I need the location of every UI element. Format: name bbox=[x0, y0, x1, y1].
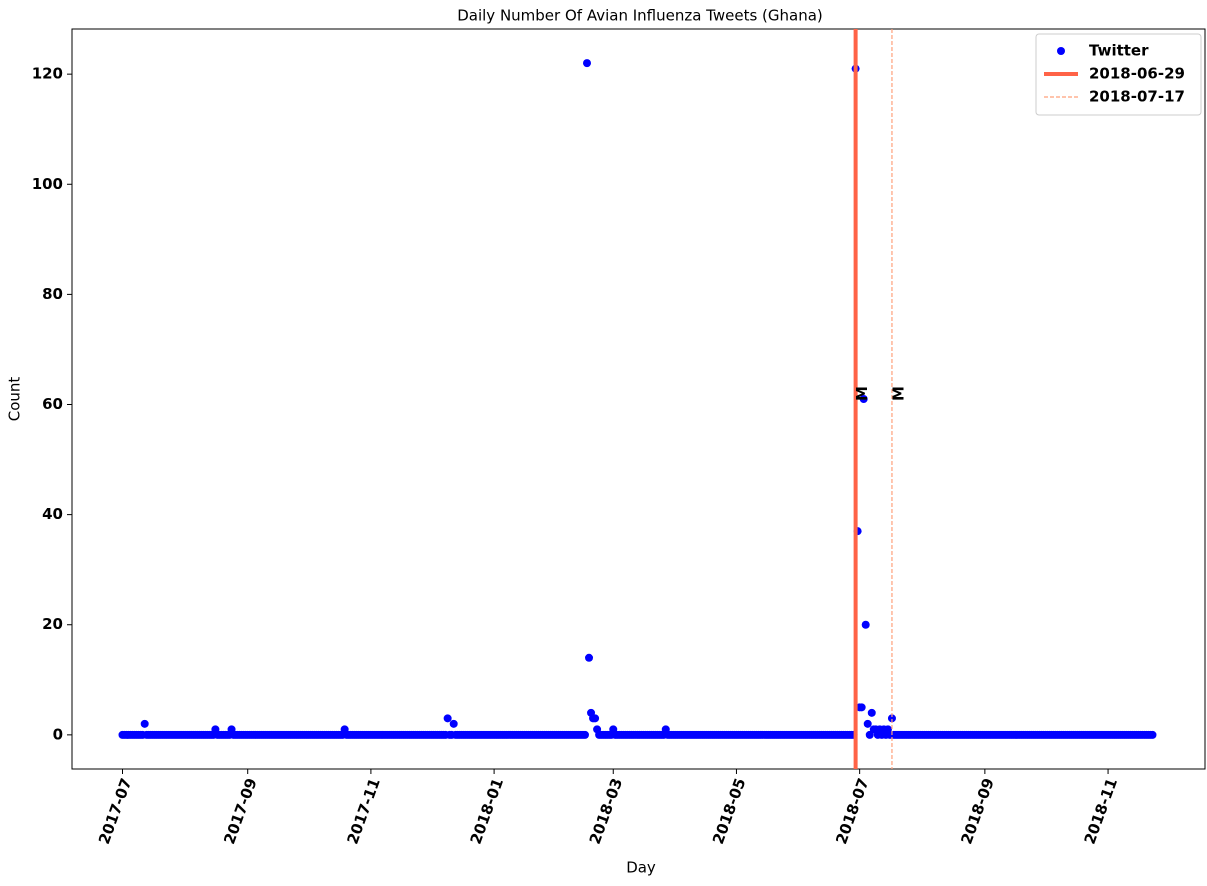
y-tick-label: 80 bbox=[42, 285, 63, 303]
legend-label: 2018-06-29 bbox=[1089, 65, 1185, 83]
data-point bbox=[591, 714, 600, 723]
annotation: M bbox=[889, 386, 907, 401]
data-point bbox=[859, 395, 868, 403]
y-axis-label: Count bbox=[6, 377, 24, 422]
legend-box bbox=[1035, 33, 1202, 116]
y-tick-label: 120 bbox=[32, 65, 63, 83]
legend-marker bbox=[1057, 47, 1065, 55]
legend-label: Twitter bbox=[1089, 42, 1149, 60]
data-point bbox=[585, 653, 594, 662]
data-point bbox=[449, 719, 458, 728]
x-tick-label: 2018-01 bbox=[467, 776, 507, 847]
legend-label: 2018-07-17 bbox=[1089, 88, 1185, 106]
data-point bbox=[887, 714, 896, 723]
legend: Twitter 2018-06-29 2018-07-17 bbox=[1035, 33, 1202, 116]
chart-title: Daily Number Of Avian Influenza Tweets (… bbox=[457, 7, 823, 25]
x-tick-label: 2018-03 bbox=[586, 776, 626, 847]
data-point bbox=[857, 703, 866, 712]
data-point bbox=[580, 730, 589, 739]
y-tick-label: 60 bbox=[42, 395, 63, 413]
data-point bbox=[863, 719, 872, 728]
y-tick-label: 20 bbox=[42, 615, 63, 633]
y-tick-label: 40 bbox=[42, 505, 63, 523]
data-point bbox=[865, 730, 874, 739]
x-tick-label: 2017-09 bbox=[220, 776, 260, 847]
y-tick-label: 100 bbox=[32, 175, 63, 193]
data-point bbox=[140, 719, 149, 728]
data-point bbox=[1148, 730, 1157, 739]
x-tick-label: 2017-11 bbox=[343, 776, 383, 847]
x-tick-label: 2018-09 bbox=[957, 776, 997, 847]
data-point bbox=[443, 714, 452, 723]
x-tick-label: 2018-11 bbox=[1081, 776, 1121, 847]
annotation: M bbox=[853, 386, 871, 401]
data-point bbox=[583, 59, 591, 68]
plot-frame bbox=[71, 28, 1206, 770]
x-axis-label: Day bbox=[626, 859, 656, 877]
x-tick-label: 2018-07 bbox=[832, 776, 872, 847]
x-tick-label: 2017-07 bbox=[95, 776, 135, 847]
x-tick-label: 2018-05 bbox=[709, 776, 749, 847]
data-point bbox=[861, 620, 870, 629]
y-tick-label: 0 bbox=[53, 725, 63, 743]
data-point bbox=[867, 708, 876, 717]
